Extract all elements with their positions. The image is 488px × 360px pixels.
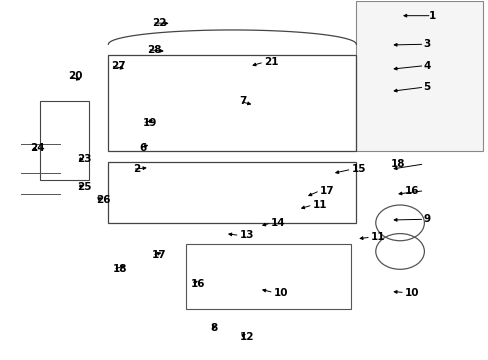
Text: 11: 11 <box>312 200 326 210</box>
FancyBboxPatch shape <box>356 1 482 152</box>
Text: 18: 18 <box>113 264 127 274</box>
Text: 28: 28 <box>147 45 162 55</box>
Text: 9: 9 <box>423 214 429 224</box>
Text: 27: 27 <box>111 61 125 71</box>
Text: 22: 22 <box>152 18 166 28</box>
Text: 1: 1 <box>428 11 436 21</box>
Text: 15: 15 <box>351 164 365 174</box>
Text: 18: 18 <box>389 159 404 169</box>
Text: 5: 5 <box>423 82 430 92</box>
Text: 4: 4 <box>423 61 430 71</box>
Text: 17: 17 <box>152 250 166 260</box>
Text: 12: 12 <box>239 332 254 342</box>
Text: 13: 13 <box>239 230 254 240</box>
Text: 7: 7 <box>239 96 246 107</box>
Text: 25: 25 <box>77 182 91 192</box>
Text: 8: 8 <box>210 323 217 333</box>
Text: 23: 23 <box>77 154 91 163</box>
Text: 21: 21 <box>264 57 278 67</box>
Text: 16: 16 <box>191 279 205 289</box>
Text: 26: 26 <box>96 195 110 204</box>
Text: 6: 6 <box>139 143 146 153</box>
Text: 24: 24 <box>30 143 45 153</box>
Text: 16: 16 <box>404 186 419 196</box>
Text: 10: 10 <box>273 288 287 297</box>
Text: 2: 2 <box>132 164 140 174</box>
Text: 10: 10 <box>404 288 419 297</box>
Text: 20: 20 <box>68 71 83 81</box>
Text: 3: 3 <box>423 39 430 49</box>
Text: 17: 17 <box>319 186 334 196</box>
Text: 14: 14 <box>271 218 285 228</box>
Text: 19: 19 <box>142 118 157 128</box>
Text: 11: 11 <box>370 232 385 242</box>
